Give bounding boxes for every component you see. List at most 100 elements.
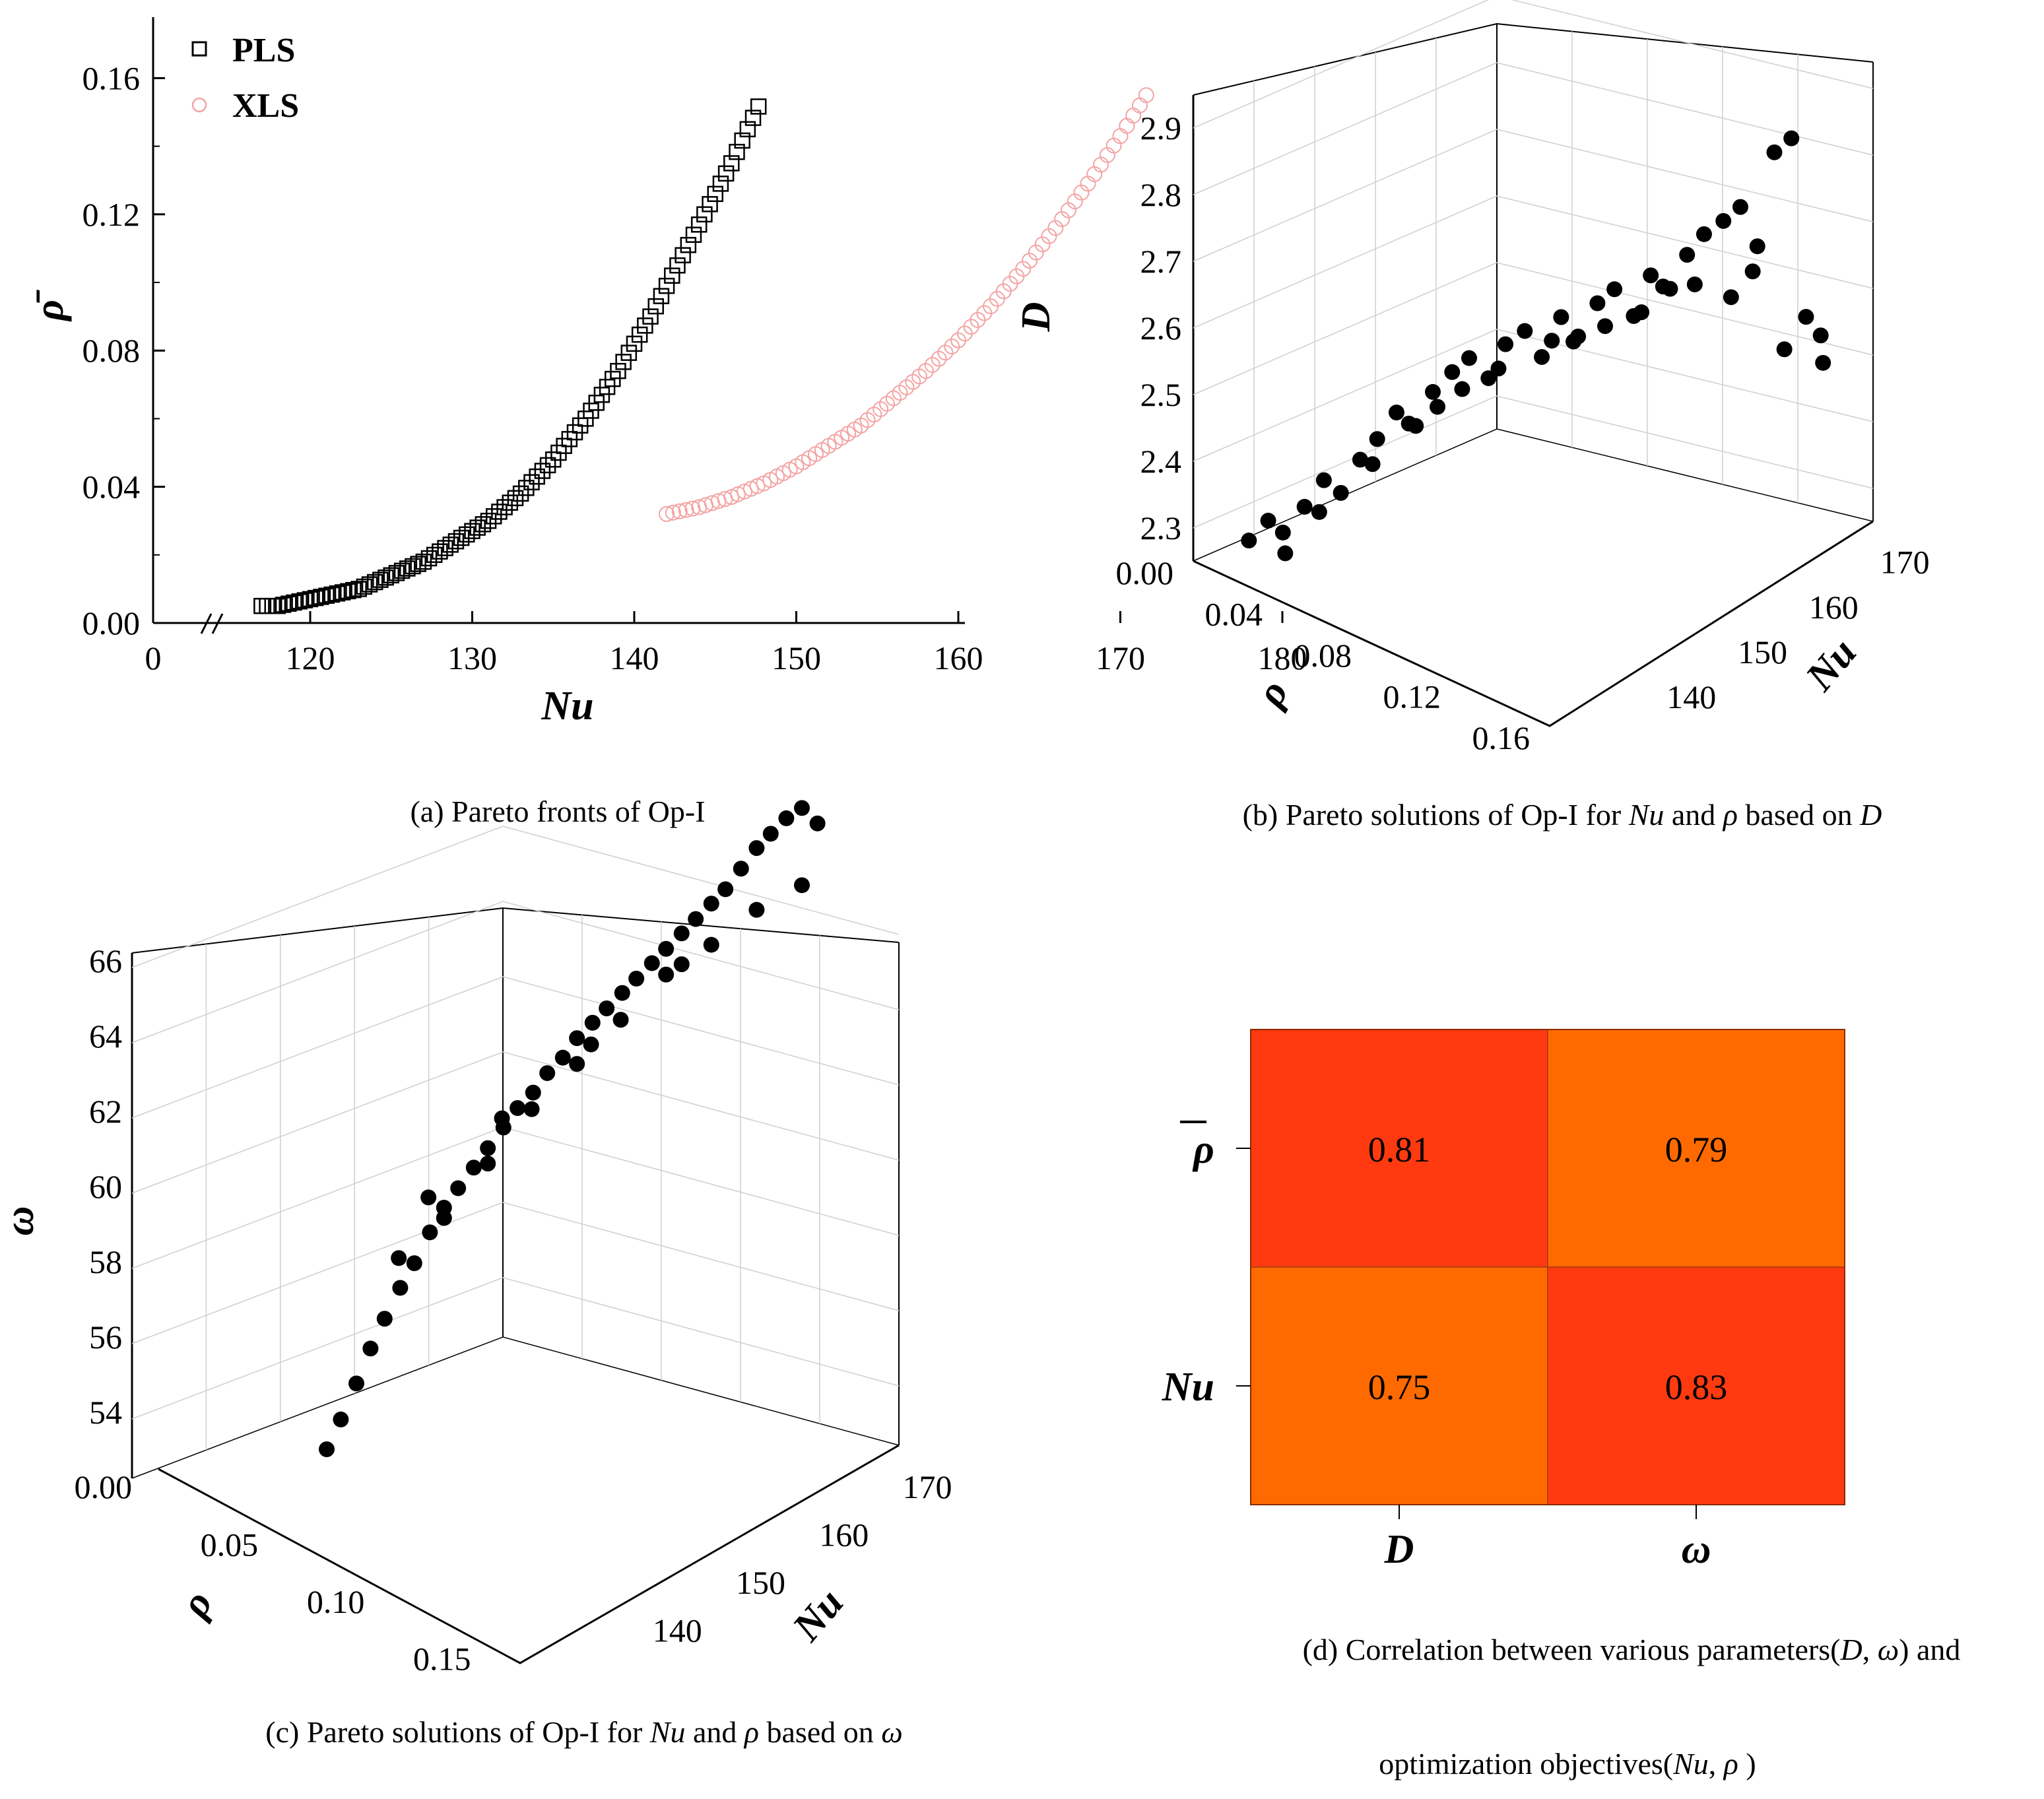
panel-b-point [1296,498,1313,515]
pls-point [690,216,708,233]
pls-point [383,567,399,584]
pls-point [529,468,545,485]
pls-point [658,277,675,294]
panel-b-point [1696,226,1712,242]
panel-d-correlation-heatmap: 0.81 0.79 0.75 0.83 ρ Nu D ω (d) Correlation b… [1162,1029,1961,1781]
panel-c-z-tick-label: 66 [89,942,122,979]
panel-c-point [599,1000,615,1016]
pls-point [534,463,551,479]
panel-c-point [794,800,810,816]
pls-point [485,508,502,525]
panel-b-point [1715,213,1732,229]
panel-c-point [465,1160,482,1176]
heatmap-cell [1250,1029,1548,1268]
panel-b-z-tick-label: 2.7 [1140,243,1182,280]
panel-c-y-tick-label: 140 [653,1612,702,1649]
pls-point [410,556,426,572]
xls-point [1028,244,1044,261]
panel-b-point [1606,281,1623,298]
panel-a-y-tick-label: 0.08 [82,332,141,369]
panel-c-y-tick-label: 170 [903,1468,952,1505]
panel-c-point [569,1030,585,1047]
panel-c-y-tick-label: 150 [736,1564,785,1601]
pls-point [405,558,421,575]
pls-point [280,595,297,612]
xls-point [924,356,940,373]
panel-c-point [733,861,749,877]
heatmap-cell-value: 0.79 [1665,1130,1728,1169]
xls-point [898,379,915,395]
pls-point [518,480,535,496]
panel-b-y-tick-label: 170 [1880,544,1930,581]
panel-b-point [1744,263,1761,280]
xls-point [1034,236,1051,253]
panel-c-y-tick-label: 160 [819,1516,869,1553]
pls-point [323,586,340,603]
panel-b-point [1732,199,1748,215]
panel-b-point [1597,318,1614,335]
panel-c-gridline [131,901,900,1043]
pls-point [253,597,270,614]
panel-c-point [717,881,734,898]
heatmap-cell-value: 0.83 [1665,1367,1728,1407]
panel-a-y-tick-label: 0.12 [82,196,141,233]
panel-c-3d-scatter-omega: 54 56 58 60 62 64 66 0.00 0.05 0.10 0.15 140 150 16… [0,800,952,1749]
panel-a-axis-break [200,613,213,634]
panel-b-point [1776,341,1793,358]
panel-b-point [1534,348,1550,365]
pls-point [502,494,519,511]
pls-point [393,562,411,579]
panel-c-point [480,1156,496,1172]
panel-c-point [688,911,704,927]
panel-c-x-tick-label: 0.00 [75,1468,133,1505]
pls-point [296,592,313,608]
panel-c-z-tick-label: 56 [89,1319,122,1356]
pls-point [264,597,280,614]
panel-c-gridline [131,1202,900,1344]
pls-point [372,572,389,588]
pls-point [275,597,292,613]
panel-b-x-label: ρ [1247,672,1297,714]
pls-point [696,206,713,223]
pls-point [729,143,745,160]
panel-d-caption-line1: (d) Correlation between various paramete… [1303,1633,1961,1666]
panel-c-x-tick-label: 0.15 [413,1640,471,1677]
pls-point [480,512,497,529]
xls-point [671,503,688,519]
panel-c-point [406,1255,422,1272]
xls-point [866,407,882,423]
xls-point [1119,117,1135,134]
panel-c-x-tick-label: 0.05 [201,1526,259,1563]
pls-point [286,594,302,611]
panel-b-point [1430,399,1446,415]
pls-point [259,597,275,614]
pls-point [523,474,540,490]
panel-c-caption: (c) Pareto solutions of Op-I for Nu and … [265,1715,902,1749]
panel-c-x-tick-label: 0.10 [307,1583,365,1620]
panel-b-point [1369,431,1385,447]
panel-a-x-tick-label: 0 [145,639,162,676]
pls-point [675,247,691,263]
panel-b-point [1544,333,1560,349]
panel-b-point [1783,130,1800,147]
legend-pls-marker [191,41,207,57]
panel-c-point [494,1110,510,1127]
heatmap-col-label: ω [1682,1527,1711,1572]
panel-c-point [510,1100,526,1116]
panel-c-z-tick-label: 64 [89,1018,122,1055]
panel-c-point [525,1084,541,1101]
pls-point [653,288,670,304]
panel-c-point [422,1224,438,1241]
pls-point [647,298,664,315]
pls-point [269,597,286,614]
pls-point [334,584,351,601]
panel-c-point [748,840,765,857]
panel-b-point [1566,333,1582,350]
panel-b-point [1679,247,1696,263]
panel-b-point [1352,451,1368,468]
panel-c-point [583,1036,599,1053]
pls-point [345,581,362,599]
panel-b-point [1480,370,1497,387]
panel-a-y-label: ρ̄ [27,290,72,322]
xls-point [878,395,895,412]
